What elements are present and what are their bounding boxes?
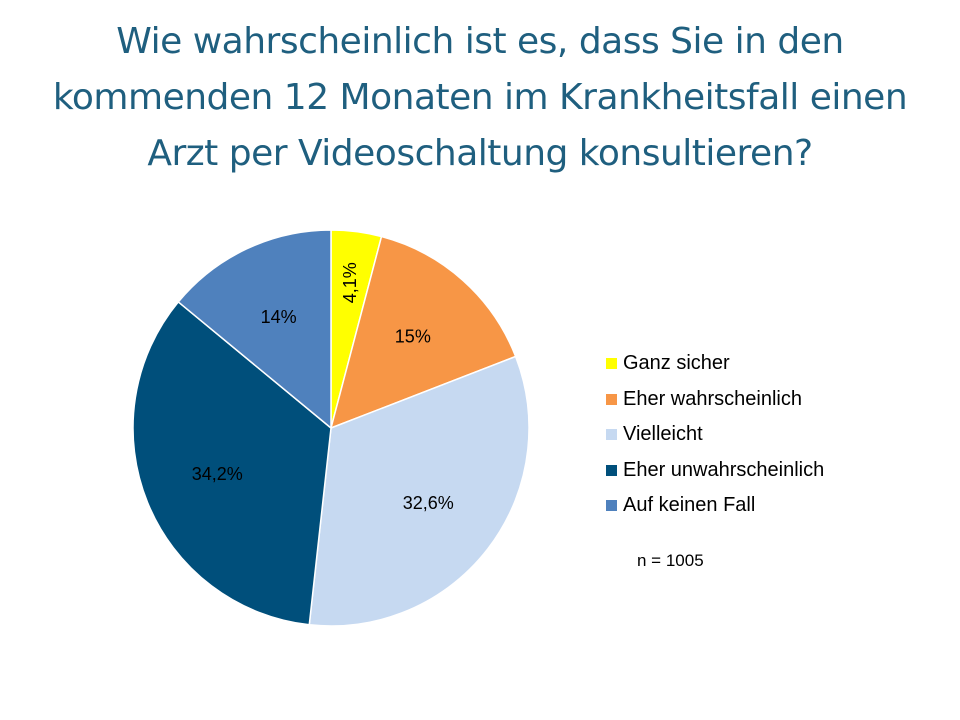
legend-label-eher-wahrscheinlich: Eher wahrscheinlich — [623, 387, 802, 410]
legend-swatch-ganz-sicher — [606, 358, 617, 370]
pie-label-ganz-sicher: 4,1% — [340, 262, 360, 303]
legend-swatch-vielleicht — [606, 429, 617, 441]
legend-item-eher-unwahrscheinlich: Eher unwahrscheinlich — [606, 453, 824, 489]
pie-slice-auf-keinen-fall — [177, 229, 332, 430]
legend-item-auf-keinen-fall: Auf keinen Fall — [606, 488, 824, 524]
legend-swatch-eher-wahrscheinlich — [606, 393, 617, 405]
pie-label-eher-unwahrscheinlich: 34,2% — [192, 464, 243, 484]
chart-legend: Ganz sicher Eher wahrscheinlich Vielleic… — [606, 346, 824, 524]
pie-slice-vielleicht — [308, 355, 530, 627]
chart-title: Wie wahrscheinlich ist es, dass Sie in d… — [0, 14, 960, 182]
legend-label-eher-unwahrscheinlich: Eher unwahrscheinlich — [623, 458, 825, 481]
chart-title-line-2: kommenden 12 Monaten im Krankheitsfall e… — [52, 77, 908, 118]
legend-item-ganz-sicher: Ganz sicher — [606, 346, 824, 382]
pie-slice-eher-unwahrscheinlich — [132, 300, 332, 626]
pie-slice-eher-wahrscheinlich — [329, 235, 517, 430]
legend-item-vielleicht: Vielleicht — [606, 417, 824, 453]
legend-item-eher-wahrscheinlich: Eher wahrscheinlich — [606, 382, 824, 418]
sample-size-note: n = 1005 — [637, 551, 704, 570]
pie-label-auf-keinen-fall: 14% — [261, 307, 297, 327]
legend-swatch-eher-unwahrscheinlich — [606, 464, 617, 476]
pie-label-eher-wahrscheinlich: 15% — [395, 326, 431, 346]
legend-label-auf-keinen-fall: Auf keinen Fall — [623, 494, 756, 517]
legend-label-vielleicht: Vielleicht — [623, 423, 703, 446]
pie-label-vielleicht: 32,6% — [403, 493, 454, 513]
chart-title-line-3: Arzt per Videoschaltung konsultieren? — [147, 133, 813, 174]
chart-title-line-1: Wie wahrscheinlich ist es, dass Sie in d… — [116, 21, 844, 62]
legend-swatch-auf-keinen-fall — [606, 500, 617, 512]
legend-label-ganz-sicher: Ganz sicher — [623, 352, 730, 375]
